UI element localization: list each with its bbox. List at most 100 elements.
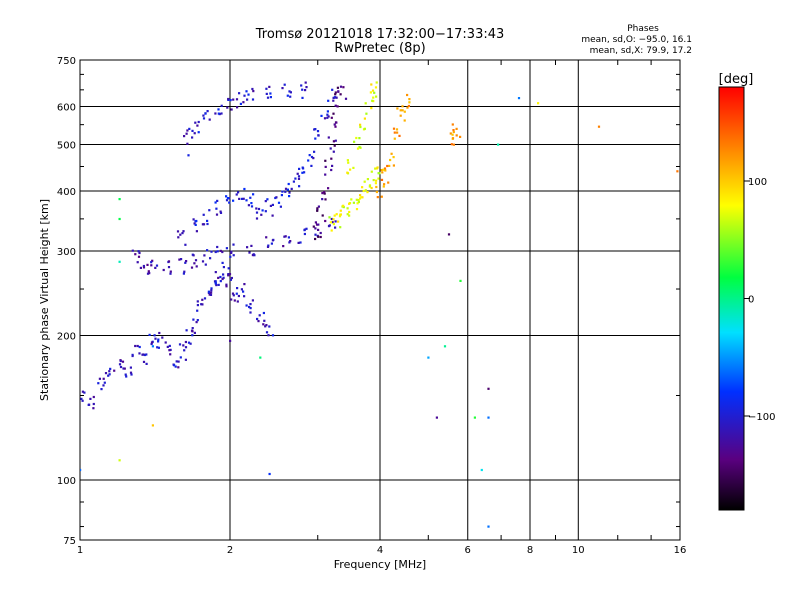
data-point <box>357 200 360 204</box>
data-point <box>297 241 300 244</box>
data-point <box>363 127 366 130</box>
data-point <box>324 165 327 168</box>
data-point <box>342 204 345 207</box>
data-point <box>326 116 329 119</box>
data-point <box>195 265 198 268</box>
data-point <box>202 114 205 117</box>
data-point <box>480 468 483 472</box>
data-point <box>146 263 149 266</box>
data-point <box>330 168 333 172</box>
data-point <box>232 254 235 257</box>
data-point <box>219 211 223 214</box>
data-point <box>134 344 137 348</box>
data-point <box>150 341 154 344</box>
data-point <box>256 317 259 321</box>
data-point <box>88 403 91 406</box>
data-point <box>327 99 330 102</box>
data-point <box>206 249 209 252</box>
data-point <box>217 112 220 115</box>
data-point <box>157 346 160 349</box>
data-point <box>150 261 153 264</box>
colorbar-tick-label: 0 <box>748 295 754 306</box>
data-point <box>283 83 286 86</box>
data-point <box>118 198 121 201</box>
data-point <box>181 232 184 235</box>
data-point <box>201 223 204 226</box>
data-point <box>229 278 232 281</box>
data-point <box>334 139 337 142</box>
data-point <box>333 214 336 217</box>
colorbar <box>718 86 745 511</box>
data-point <box>98 377 101 380</box>
data-point <box>228 273 232 276</box>
data-point <box>137 255 141 258</box>
data-point <box>333 144 336 147</box>
data-point <box>204 263 207 266</box>
data-point <box>373 91 376 94</box>
data-point <box>319 231 322 235</box>
data-point <box>192 318 195 321</box>
data-point <box>403 110 406 113</box>
data-point <box>122 367 125 370</box>
data-point <box>359 123 362 126</box>
data-point <box>221 261 224 264</box>
data-point <box>81 390 84 393</box>
data-point <box>337 220 340 223</box>
data-point <box>377 172 380 175</box>
data-point <box>186 129 189 132</box>
data-point <box>209 293 213 296</box>
data-point <box>301 88 304 91</box>
data-point <box>339 85 343 88</box>
data-point <box>215 213 219 216</box>
data-point <box>371 99 374 102</box>
data-point <box>92 395 95 399</box>
data-point <box>245 304 248 307</box>
data-point <box>487 525 490 528</box>
data-point <box>330 116 333 119</box>
data-point <box>346 159 349 162</box>
data-point <box>316 209 319 212</box>
data-point <box>214 271 217 274</box>
data-point <box>240 197 244 200</box>
data-point <box>249 303 252 306</box>
phases-line-x: mean, sd,X: 79.9, 17.2 <box>590 46 692 56</box>
y-tick-label: 300 <box>57 247 76 258</box>
data-point <box>352 166 355 169</box>
data-point <box>108 373 111 376</box>
data-point <box>308 154 311 157</box>
data-point <box>267 334 270 337</box>
data-point <box>81 399 84 402</box>
data-point <box>235 193 238 196</box>
data-point <box>227 267 230 270</box>
data-point <box>332 112 335 115</box>
data-point <box>124 373 127 376</box>
data-point <box>210 291 213 294</box>
data-point <box>251 98 255 101</box>
data-point <box>222 276 225 279</box>
data-point <box>297 177 301 180</box>
data-point <box>169 353 172 356</box>
data-point <box>342 206 345 209</box>
data-point <box>261 209 264 212</box>
data-point <box>230 276 233 280</box>
data-point <box>375 81 378 84</box>
data-point <box>310 164 313 167</box>
data-point <box>330 217 333 221</box>
data-point <box>208 209 211 212</box>
data-point <box>137 250 140 253</box>
data-point <box>374 86 378 89</box>
y-tick-label: 750 <box>57 56 76 67</box>
data-point <box>215 284 218 287</box>
data-point <box>183 270 186 273</box>
data-point <box>216 245 219 249</box>
data-point <box>164 341 167 344</box>
data-point <box>260 213 263 216</box>
data-point <box>89 397 92 400</box>
data-point <box>148 272 151 275</box>
data-point <box>355 136 358 140</box>
data-point <box>321 192 324 195</box>
data-point <box>139 266 142 269</box>
data-point <box>138 251 141 255</box>
data-point <box>265 87 268 90</box>
